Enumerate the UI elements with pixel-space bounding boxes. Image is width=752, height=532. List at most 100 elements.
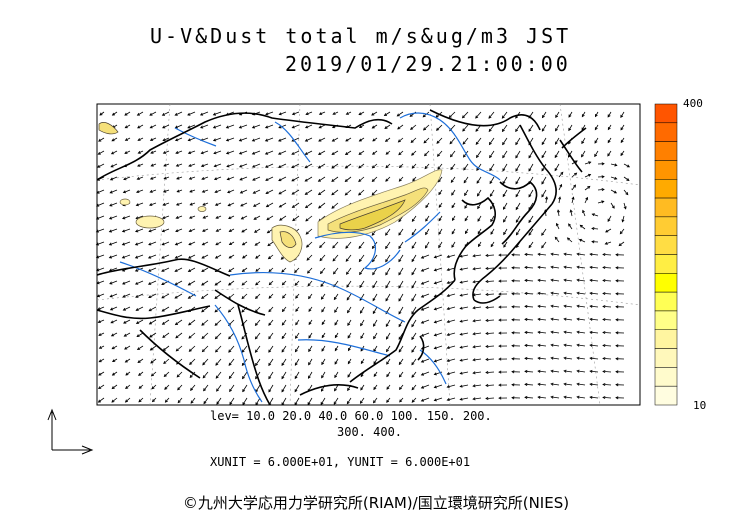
wind-arrow-head (294, 349, 298, 353)
wind-arrow (96, 254, 105, 258)
wind-arrow-head (122, 281, 126, 285)
wind-arrow-head (137, 138, 141, 141)
wind-arrow (151, 371, 157, 377)
wind-arrow-head (278, 138, 282, 142)
wind-arrow (137, 176, 144, 180)
wind-arrow-head (201, 349, 205, 353)
colorbar-swatch (654, 197, 678, 218)
wind-arrow-head (425, 205, 429, 209)
wind-arrow (252, 176, 261, 181)
wind-arrow (295, 332, 300, 339)
wind-arrow (281, 267, 287, 273)
wind-arrow-head (294, 402, 298, 406)
wind-arrow (187, 124, 196, 129)
wind-arrow-head (174, 295, 178, 299)
wind-arrow (240, 202, 248, 207)
wind-arrow (292, 202, 300, 208)
wind-arrow (201, 267, 209, 272)
wind-arrow-head (595, 114, 598, 118)
wind-arrow (304, 176, 313, 182)
wind-arrow-head (372, 298, 376, 302)
wind-arrow (555, 111, 560, 118)
wind-arrow-head (278, 125, 282, 129)
wind-arrow (189, 228, 196, 232)
wind-arrow-head (511, 305, 515, 309)
wind-arrow-head (485, 370, 489, 374)
wind-arrow-head (613, 190, 618, 194)
wind-arrow-head (438, 245, 442, 249)
wind-arrow-head (436, 153, 440, 157)
wind-arrow-head (148, 308, 152, 312)
wind-arrow-head (304, 165, 308, 169)
wind-arrow (174, 267, 183, 272)
wind-arrow (109, 215, 118, 220)
wind-arrow (281, 332, 287, 339)
wind-arrow (460, 384, 469, 387)
wind-arrow (584, 197, 588, 204)
wind-arrow-head (371, 165, 375, 169)
wind-arrow-head (498, 370, 502, 374)
wind-arrow-head (344, 152, 349, 155)
wind-arrow (291, 163, 300, 168)
wind-arrow-head (463, 167, 467, 171)
wind-arrow-head (550, 252, 554, 256)
wind-arrow-head (291, 112, 296, 116)
wind-arrow-head (332, 112, 336, 115)
wind-arrow-head (550, 278, 554, 282)
wind-arrow (541, 137, 547, 145)
wind-arrow (123, 176, 131, 180)
wind-arrow-head (620, 152, 624, 157)
wind-arrow-head (511, 344, 515, 348)
wind-arrow (421, 332, 430, 337)
wind-arrow (241, 345, 248, 353)
wind-arrow-head (571, 196, 575, 200)
wind-arrow (175, 319, 183, 325)
wind-arrow-head (528, 128, 532, 132)
wind-arrow (282, 306, 287, 312)
wind-arrow (384, 111, 391, 116)
wind-arrow-head (136, 177, 140, 180)
wind-arrow-head (550, 291, 554, 295)
wind-arrow-head (137, 150, 141, 154)
wind-arrow-head (554, 168, 558, 172)
wind-arrow-head (201, 282, 205, 286)
wind-arrow (582, 210, 586, 217)
wind-arrow-head (307, 283, 311, 287)
wind-arrow-head (541, 168, 545, 172)
wind-arrow-head (385, 178, 389, 182)
wind-arrow (346, 111, 352, 115)
wind-arrow-head (162, 150, 167, 154)
wind-arrow (577, 305, 586, 308)
wind-arrow (385, 280, 391, 289)
wind-arrow (545, 196, 548, 204)
wind-arrow (321, 358, 326, 365)
wind-arrow (524, 396, 534, 399)
wind-arrow (295, 345, 300, 352)
wind-arrow-head (122, 294, 126, 298)
wind-arrow-head (202, 375, 206, 379)
wind-arrow (423, 124, 430, 131)
wind-arrow-head (438, 191, 442, 196)
wind-arrow (305, 150, 313, 155)
wind-arrow-head (489, 193, 493, 197)
wind-arrow (177, 397, 183, 403)
wind-arrow-head (332, 258, 336, 262)
wind-arrow-head (398, 386, 402, 391)
wind-arrow-head (187, 282, 191, 286)
wind-arrow-head (151, 399, 156, 403)
wind-arrow-head (537, 304, 541, 308)
wind-arrow (279, 202, 287, 208)
wind-arrow-head (304, 178, 308, 182)
wind-arrow-head (563, 369, 567, 373)
wind-arrow (112, 111, 118, 116)
wind-arrow (399, 397, 404, 403)
wind-arrow (136, 332, 144, 337)
wind-arrow-head (268, 309, 272, 313)
wind-arrow-head (436, 127, 440, 131)
wind-arrow-head (550, 356, 554, 360)
wind-arrow-head (459, 345, 463, 349)
wind-arrow-head (320, 283, 324, 287)
wind-arrow-head (229, 388, 232, 393)
wind-arrow (255, 319, 261, 326)
wind-arrow-head (528, 155, 532, 159)
